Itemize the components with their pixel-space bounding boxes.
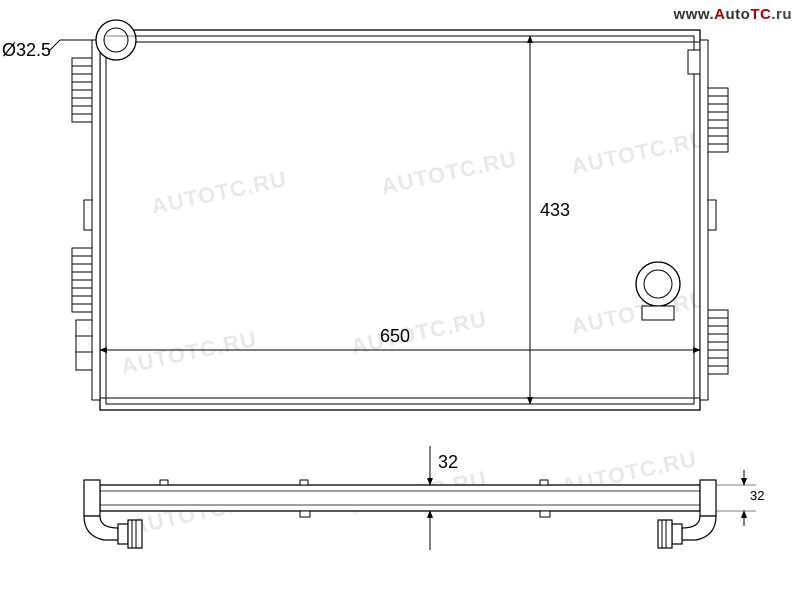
dim-width-label: 650: [380, 326, 410, 347]
right-tank: [636, 40, 728, 400]
right-top-fins: [708, 88, 728, 152]
url-a: A: [714, 6, 725, 23]
dim-height: [106, 36, 560, 404]
url-www: www.: [674, 6, 715, 23]
dim-thickness-label: 32: [438, 452, 458, 473]
url-tc: TC: [750, 6, 771, 23]
dim-height-label: 433: [540, 200, 570, 221]
url-ru: .ru: [771, 6, 792, 23]
site-url: www.AutoTC.ru: [674, 6, 792, 23]
left-top-fins: [72, 58, 92, 122]
radiator-top-view: [84, 446, 756, 550]
radiator-front-view: [48, 20, 728, 410]
dim-right-thickness-label: 32: [750, 488, 764, 503]
left-bottom-fins: [72, 248, 92, 312]
left-tank: [72, 40, 100, 400]
technical-drawing: [0, 0, 800, 600]
url-uto: uto: [726, 6, 751, 23]
dim-diameter-label: Ø32.5: [2, 40, 51, 61]
right-bottom-fins: [708, 310, 728, 374]
